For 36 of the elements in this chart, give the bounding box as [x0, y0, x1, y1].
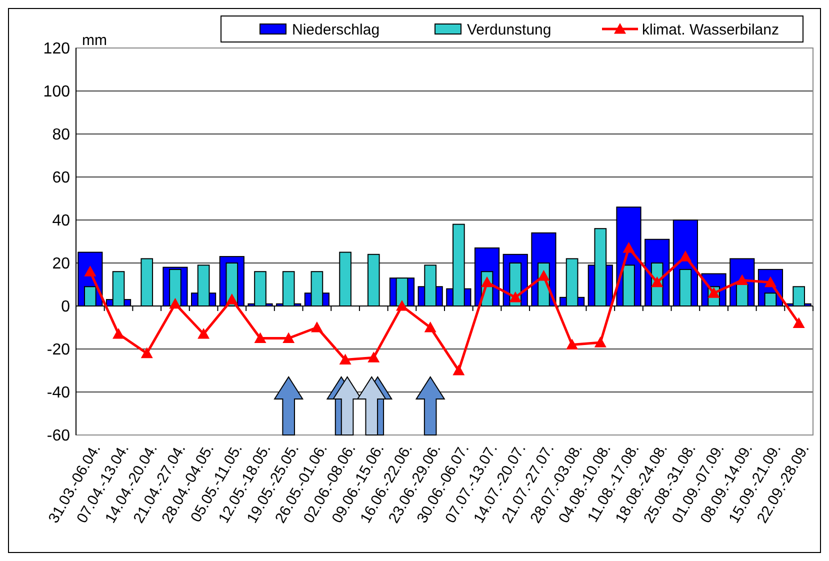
- point: [84, 266, 96, 276]
- point: [424, 322, 436, 332]
- point: [452, 364, 465, 376]
- y-tick-label: 20: [52, 256, 70, 273]
- point: [792, 317, 805, 328]
- legend-label: klimat. Wasserbilanz: [642, 21, 779, 38]
- y-tick-label: 80: [52, 126, 70, 144]
- point: [538, 270, 550, 281]
- point: [254, 332, 266, 344]
- point: [339, 354, 352, 365]
- y-axis-title: mm: [82, 32, 107, 49]
- legend-label: Niederschlag: [292, 21, 380, 38]
- point: [566, 338, 578, 350]
- point: [481, 276, 494, 288]
- y-tick-label: 40: [52, 212, 70, 230]
- point: [594, 336, 606, 348]
- y-tick-label: -40: [46, 384, 70, 402]
- point: [226, 294, 238, 304]
- y-tick-label: 100: [43, 84, 70, 101]
- point: [140, 347, 153, 358]
- y-tick-label: -20: [46, 342, 70, 359]
- point: [396, 300, 408, 311]
- y-tick-label: 0: [61, 298, 70, 316]
- y-tick-label: -60: [46, 428, 70, 445]
- y-tick-label: 120: [43, 40, 70, 58]
- point: [310, 322, 323, 332]
- y-tick-label: 60: [52, 170, 70, 187]
- point: [282, 332, 295, 344]
- point: [169, 298, 182, 309]
- point: [509, 291, 522, 302]
- point: [198, 328, 210, 339]
- point: [679, 250, 692, 262]
- legend-label: Verdunstung: [467, 21, 552, 38]
- point: [622, 242, 635, 253]
- point: [368, 352, 380, 362]
- point: [112, 328, 125, 339]
